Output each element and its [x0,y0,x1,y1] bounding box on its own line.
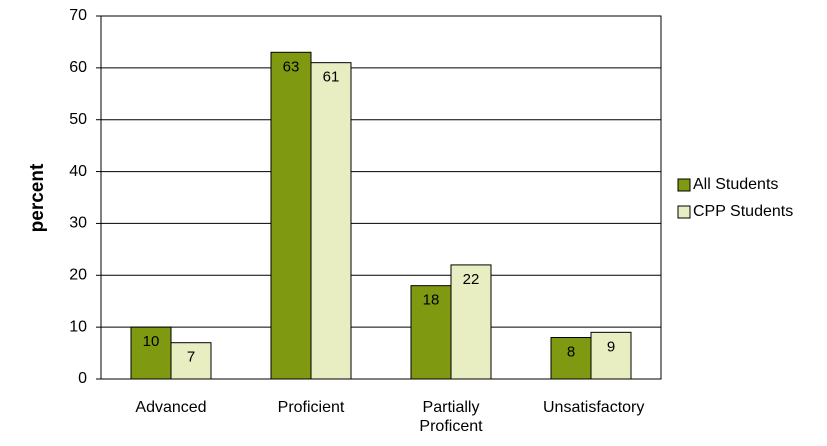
value-label: 10 [143,333,160,350]
x-tick-label: Proficient [277,399,345,416]
y-tick-label: 20 [69,267,87,284]
bar [310,62,352,380]
y-tick-label: 70 [69,7,87,24]
legend-label: All Students [693,176,778,193]
y-tick-label: 0 [78,370,87,387]
value-label: 8 [567,343,575,360]
bar [450,264,492,380]
x-tick-label: Advanced [135,399,207,416]
legend-label: CPP Students [693,203,793,220]
value-label: 63 [283,58,300,75]
bar [410,285,452,380]
value-label: 7 [187,349,195,366]
plot-frame [100,15,662,380]
bar [550,337,592,380]
value-label: 9 [607,338,615,355]
bar [270,51,312,380]
y-tick-label: 10 [69,318,87,335]
value-label: 18 [423,292,440,309]
x-tick-label: Unsatisfactory [543,399,645,416]
legend-swatch [677,205,691,219]
value-label: 61 [323,69,340,86]
bar [130,326,172,380]
bar [590,331,632,380]
value-label: 22 [463,271,480,288]
bar [170,342,212,380]
legend-swatch [677,178,691,192]
y-tick-label: 30 [69,215,87,232]
y-tick-label: 60 [69,59,87,76]
x-tick-label: Partially Proficent [419,399,483,435]
y-tick-label: 50 [69,111,87,128]
y-axis-title: percent [27,163,48,232]
y-tick-label: 40 [69,163,87,180]
